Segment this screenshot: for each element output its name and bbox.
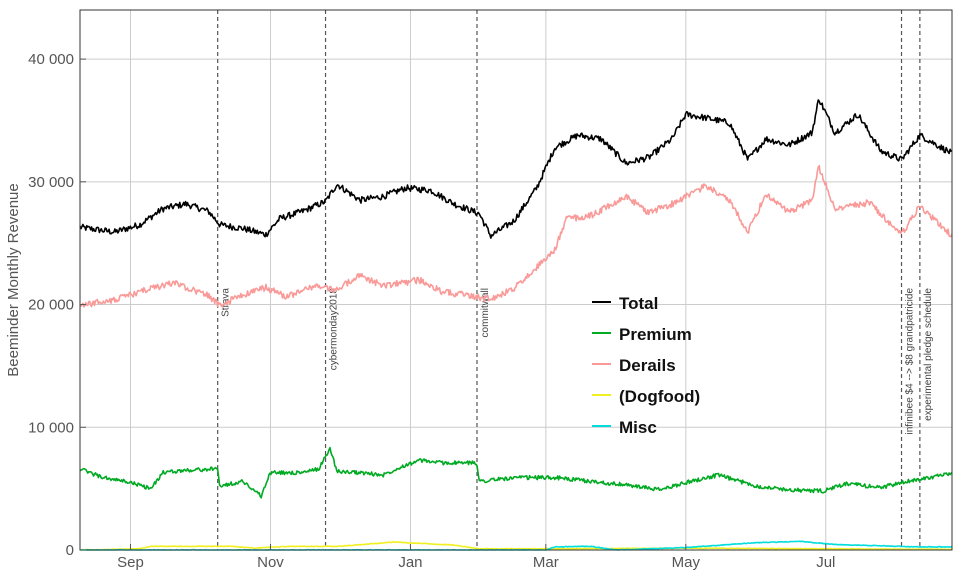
legend-label: Misc: [619, 418, 657, 437]
series-line-total: [79, 99, 953, 239]
y-tick-label: 0: [66, 542, 74, 559]
y-tick-label: 20 000: [28, 297, 74, 314]
grid: [80, 10, 952, 551]
x-tick-label: Jan: [398, 554, 422, 571]
legend: Total Premium Derails (Dogfood) Misc: [592, 294, 700, 437]
y-tick-label: 10 000: [28, 419, 74, 436]
y-tick-label: 30 000: [28, 174, 74, 191]
plot-frame: [79, 9, 953, 551]
x-tick-label: Nov: [257, 554, 284, 571]
legend-label: Premium: [619, 325, 692, 344]
legend-label: Derails: [619, 356, 676, 375]
x-tick-label: May: [672, 554, 701, 571]
annotation-label: experimental pledge schedule: [923, 288, 934, 421]
series-line-premium: [79, 446, 953, 499]
y-axis-label: Beeminder Monthly Revenue: [5, 183, 22, 376]
y-axis-ticks: 0 10 000 20 000 30 000 40 000: [28, 51, 86, 559]
x-axis-ticks: Sep Nov Jan Mar May Jul: [117, 544, 835, 571]
annotation-label: infinibee $4 --> $8 grandpatricide: [905, 288, 916, 435]
legend-label: Total: [619, 294, 658, 313]
y-tick-label: 40 000: [28, 51, 74, 68]
annotation-label: cybermonday2018: [329, 288, 340, 371]
series-line-derails: [79, 164, 953, 308]
annotation-label: commitwall: [480, 288, 491, 337]
x-tick-label: Mar: [533, 554, 559, 571]
x-tick-label: Jul: [816, 554, 835, 571]
x-tick-label: Sep: [117, 554, 144, 571]
legend-label: (Dogfood): [619, 387, 700, 406]
